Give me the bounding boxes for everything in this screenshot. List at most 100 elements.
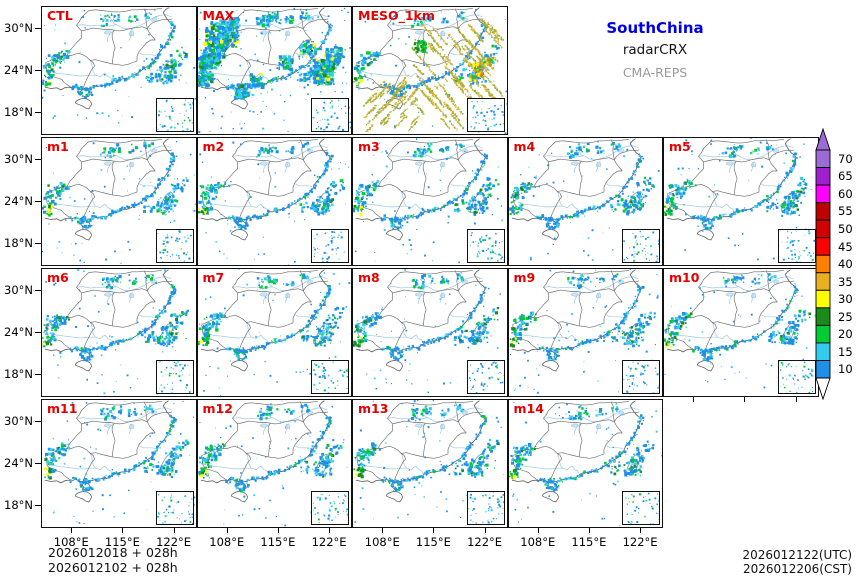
y-axis-tick-mark [35,70,41,72]
panel-title: MESO_1km [358,8,435,23]
colorbar-tick-label: 45 [838,239,853,254]
y-axis-tick-label: 30°N [4,21,33,36]
x-axis-tick-mark [537,527,539,533]
map-panel-ctl[interactable]: CTL [41,6,197,135]
x-axis-tick-label: 122°E [311,534,347,549]
map-panel-m2[interactable]: m2 [196,137,352,266]
map-panel-m8[interactable]: m8 [352,268,508,397]
x-axis-tick-label: 108°E [364,534,400,549]
figure-header: SouthChina radarCRX CMA-REPS [520,18,790,84]
map-panel-max[interactable]: MAX [196,6,352,135]
colorbar-tick-label: 55 [838,204,853,219]
panel-title: m10 [669,270,700,285]
x-axis-tick-label: 115°E [104,534,140,549]
x-axis-tick-mark [173,527,175,533]
inset-map-south-china-sea [466,97,505,132]
x-axis-tick-mark [71,527,73,533]
map-panel-m11[interactable]: m11 [41,399,197,528]
map-panel-m5[interactable]: m5 [663,137,819,266]
map-panel-m1[interactable]: m1 [41,137,197,266]
inset-map-south-china-sea [466,359,505,394]
x-axis-tick-label: 122°E [467,534,503,549]
map-panel-meso_1km[interactable]: MESO_1km [352,6,508,135]
inset-map-south-china-sea [155,490,194,525]
colorbar-tick-label: 25 [838,309,853,324]
footer-valid-times: 2026012122(UTC) 2026012206(CST) [743,548,853,576]
x-axis-tick-mark [433,527,435,533]
map-panel-m7[interactable]: m7 [196,268,352,397]
inset-map-south-china-sea [466,228,505,263]
panel-title: m9 [513,270,536,285]
page-title: SouthChina [606,19,704,37]
inset-map-south-china-sea [311,97,349,132]
colorbar-tick-label: 65 [838,169,853,184]
y-axis-tick-mark [35,243,41,245]
y-axis-tick-mark [35,505,41,507]
y-axis-tick-mark [35,112,41,114]
y-axis-tick-label: 18°N [4,367,33,382]
map-panel-m10[interactable]: m10 [663,268,819,397]
footer-valid-utc: 2026012122(UTC) [742,548,853,562]
colorbar-tick-label: 30 [838,292,853,307]
y-axis-tick-mark [35,332,41,334]
panel-title: CTL [47,8,73,23]
map-panel-m14[interactable]: m14 [507,399,663,528]
panel-title: m8 [358,270,380,285]
figure-variable-label: radarCRX [622,42,688,58]
map-panel-m12[interactable]: m12 [196,399,352,528]
y-axis-tick-label: 24°N [4,456,33,471]
colorbar-tick-label: 70 [838,151,853,166]
y-axis-tick-mark [35,28,41,30]
x-axis-tick-mark [795,396,797,402]
map-panel-m3[interactable]: m3 [352,137,508,266]
inset-map-south-china-sea [622,359,660,394]
y-axis-tick-label: 18°N [4,236,33,251]
inset-map-south-china-sea [622,490,660,525]
x-axis-tick-mark [226,527,228,533]
y-axis-tick-mark [35,290,41,292]
colorbar-tick-label: 10 [838,362,853,377]
colorbar-tick-label: 35 [838,274,853,289]
x-axis-tick-label: 108°E [53,534,89,549]
footer-init-times: 2026012018 + 028h 2026012102 + 028h [48,545,178,575]
x-axis-tick-mark [588,527,590,533]
x-axis-tick-mark [122,527,124,533]
y-axis-tick-label: 18°N [4,498,33,513]
map-panel-m13[interactable]: m13 [352,399,508,528]
footer-init-line1: 2026012018 + 028h [48,545,178,560]
colorbar-tick-label: 50 [838,221,853,236]
inset-map-south-china-sea [466,490,505,525]
map-panel-m6[interactable]: m6 [41,268,197,397]
panel-title: m6 [47,270,69,285]
x-axis-tick-label: 108°E [520,534,556,549]
x-axis-tick-mark [382,527,384,533]
colorbar-swatches [815,128,831,400]
inset-map-south-china-sea [777,228,816,263]
y-axis-tick-mark [35,463,41,465]
y-axis-tick-mark [35,374,41,376]
map-panel-m4[interactable]: m4 [507,137,663,266]
inset-map-south-china-sea [777,359,816,394]
x-axis-tick-label: 122°E [622,534,658,549]
x-axis-tick-label: 115°E [415,534,451,549]
inset-map-south-china-sea [155,97,194,132]
colorbar: 70 65 60 55 50 45 40 35 30 25 20 15 10 [812,128,860,400]
inset-map-south-china-sea [155,228,194,263]
panel-title: m4 [513,139,536,154]
inset-map-south-china-sea [311,490,349,525]
panel-title: m5 [669,139,691,154]
x-axis-tick-label: 115°E [571,534,607,549]
x-axis-tick-mark [329,527,331,533]
y-axis-tick-label: 30°N [4,152,33,167]
panel-title: m14 [513,401,544,416]
y-axis-tick-mark [35,159,41,161]
panel-title: m13 [358,401,389,416]
panel-title: m2 [202,139,225,154]
panel-title: m12 [202,401,233,416]
colorbar-tick-label: 20 [838,327,853,342]
inset-map-south-china-sea [155,359,194,394]
panel-title: m3 [358,139,380,154]
map-panel-m9[interactable]: m9 [507,268,663,397]
x-axis-tick-mark [277,527,279,533]
